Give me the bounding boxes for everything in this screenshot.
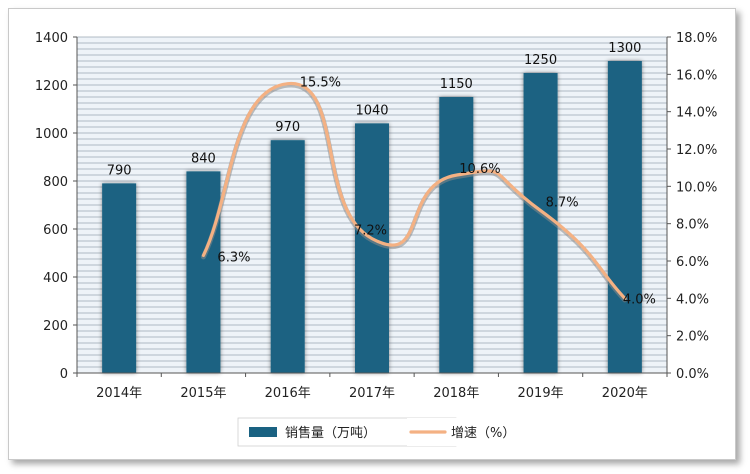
left-tick-label: 600 [43, 223, 68, 238]
sales-bar [607, 61, 642, 373]
sales-bar [186, 171, 221, 373]
sales-bar [102, 183, 137, 373]
x-tick-label: 2017年 [349, 386, 395, 401]
bar-value-label: 790 [107, 163, 132, 178]
right-tick-label: 4.0% [676, 292, 709, 307]
x-tick-label: 2016年 [265, 386, 311, 401]
bar-value-label: 1250 [524, 53, 557, 68]
sales-bar [439, 97, 474, 373]
right-tick-label: 14.0% [676, 106, 717, 121]
growth-value-label: 4.0% [623, 292, 656, 307]
legend-bar-swatch [249, 427, 277, 437]
bar-value-label: 1300 [608, 41, 641, 56]
right-tick-label: 18.0% [676, 31, 717, 46]
x-tick-label: 2018年 [433, 386, 479, 401]
growth-line-path [201, 82, 627, 300]
data-labels: 790 840 970 1040 1150 1250 1300 6.3% 15.5% 7.2% 10… [107, 41, 656, 307]
x-tick-label: 2015年 [180, 386, 226, 401]
right-tick-label: 6.0% [676, 255, 709, 270]
right-tick-label: 8.0% [676, 218, 709, 233]
legend-bar-label: 销售量（万吨） [285, 425, 376, 441]
right-tick-label: 2.0% [676, 330, 709, 345]
growth-value-label: 10.6% [459, 162, 500, 177]
left-tick-label: 1200 [35, 79, 68, 94]
growth-value-label: 7.2% [354, 224, 387, 239]
sales-bars [102, 61, 642, 374]
chart-svg: 790 840 970 1040 1150 1250 1300 6.3% 15.5% 7.2% 10… [35, 31, 717, 447]
left-tick-label: 400 [43, 271, 68, 286]
x-tick-label: 2020年 [602, 386, 648, 401]
chart-frame: 790 840 970 1040 1150 1250 1300 6.3% 15.5% 7.2% 10… [8, 8, 736, 460]
sales-bar [270, 140, 305, 373]
right-tick-label: 0.0% [676, 367, 709, 382]
growth-value-label: 15.5% [300, 76, 341, 91]
axes: 0 200 400 600 800 1000 1200 1400 0.0% 2.0% 4.0% 6.0… [35, 31, 717, 401]
right-tick-label: 12.0% [676, 143, 717, 158]
left-tick-label: 1000 [35, 127, 68, 142]
left-tick-label: 0 [60, 367, 68, 382]
left-tick-label: 200 [43, 319, 68, 334]
right-tick-label: 10.0% [676, 180, 717, 195]
growth-value-label: 6.3% [217, 250, 250, 265]
left-tick-label: 800 [43, 175, 68, 190]
bar-value-label: 970 [275, 120, 300, 135]
legend: 销售量（万吨） 增速（%） [237, 417, 637, 447]
left-tick-label: 1400 [35, 31, 68, 46]
x-tick-label: 2014年 [96, 386, 142, 401]
right-tick-label: 16.0% [676, 68, 717, 83]
bar-value-label: 1040 [355, 103, 388, 118]
bar-value-label: 1150 [440, 77, 473, 92]
growth-value-label: 8.7% [546, 196, 579, 211]
legend-line-label: 增速（%） [451, 426, 515, 441]
growth-line [200, 82, 628, 303]
bar-value-label: 840 [191, 151, 216, 166]
sales-bar [355, 123, 389, 374]
x-tick-label: 2019年 [518, 386, 564, 401]
